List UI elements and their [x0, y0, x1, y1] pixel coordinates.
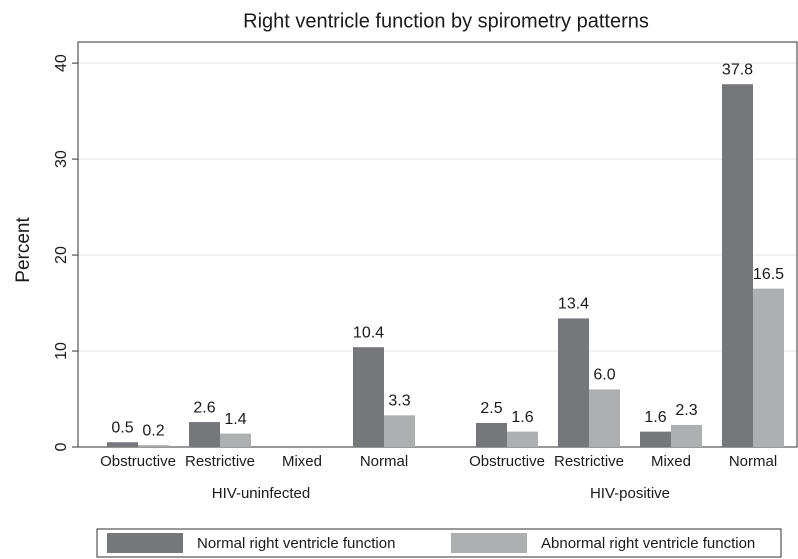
value-label: 37.8: [722, 61, 753, 78]
bar: [558, 318, 589, 447]
group-label: HIV-uninfected: [212, 485, 310, 502]
value-label: 3.3: [388, 393, 410, 410]
bar: [384, 415, 415, 447]
value-label: 0.5: [111, 419, 133, 436]
value-label: 16.5: [753, 266, 784, 283]
x-tick-label: Normal: [729, 453, 777, 470]
x-tick-label: Obstructive: [469, 453, 545, 470]
bar: [753, 288, 784, 447]
y-tick-label: 0: [53, 442, 70, 451]
value-label: 10.4: [353, 324, 384, 341]
bar: [589, 389, 620, 447]
value-label: 6.0: [593, 367, 615, 384]
x-tick-label: Restrictive: [185, 453, 255, 470]
bar: [138, 445, 169, 447]
bar: [671, 424, 702, 447]
legend-box: [96, 528, 782, 558]
bar: [476, 423, 507, 447]
bar: [353, 347, 384, 447]
legend-swatch: [451, 533, 527, 553]
value-label: 2.3: [675, 402, 697, 419]
bar: [507, 431, 538, 447]
bar: [107, 442, 138, 447]
x-tick-label: Normal: [360, 453, 408, 470]
plot-frame: [77, 41, 798, 448]
x-tick-label: Mixed: [651, 453, 691, 470]
legend-label: Abnormal right ventricle function: [541, 535, 755, 552]
y-tick-label: 40: [53, 54, 70, 72]
x-tick-label: Restrictive: [554, 453, 624, 470]
x-tick-label: Obstructive: [100, 453, 176, 470]
y-tick-label: 20: [53, 246, 70, 264]
x-tick-label: Mixed: [282, 453, 322, 470]
bar: [640, 431, 671, 447]
value-label: 13.4: [558, 296, 589, 313]
bar: [220, 433, 251, 447]
value-label: 1.4: [224, 411, 246, 428]
legend-label: Normal right ventricle function: [197, 535, 395, 552]
bar: [189, 422, 220, 447]
chart-title: Right ventricle function by spirometry p…: [243, 10, 649, 32]
value-label: 2.5: [480, 400, 502, 417]
bar: [722, 84, 753, 448]
group-label: HIV-positive: [590, 485, 670, 502]
value-label: 1.6: [511, 409, 533, 426]
value-label: 0.2: [142, 422, 164, 439]
y-axis-label: Percent: [13, 217, 34, 283]
value-label: 2.6: [193, 399, 215, 416]
y-tick-label: 30: [53, 150, 70, 168]
y-tick-label: 10: [53, 342, 70, 360]
value-label: 1.6: [644, 409, 666, 426]
legend-swatch: [107, 533, 183, 553]
